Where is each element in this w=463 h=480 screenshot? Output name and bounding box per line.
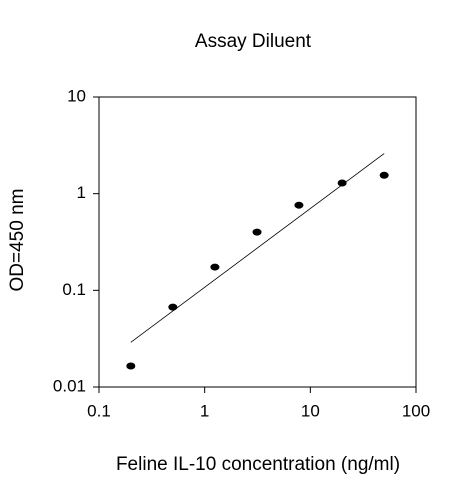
y-tick-label: 0.1 [62,280,86,299]
data-point [210,263,220,271]
chart-title: Assay Diluent [195,31,312,52]
y-tick-label: 1 [77,183,86,202]
x-axis-label: Feline IL-10 concentration (ng/ml) [116,454,400,475]
data-point [294,201,304,209]
data-point [337,179,347,187]
data-point [252,228,262,236]
data-point [168,303,178,311]
data-point [126,362,136,370]
y-axis-label: OD=450 nm [7,189,28,292]
data-point [379,171,389,179]
x-tick-label: 0.1 [87,401,111,420]
x-tick-label: 10 [301,401,320,420]
x-tick-label: 100 [402,401,430,420]
plot-frame [98,96,417,388]
x-tick-label: 1 [200,401,209,420]
y-tick-label: 0.01 [53,376,86,395]
y-tick-label: 10 [67,86,86,105]
